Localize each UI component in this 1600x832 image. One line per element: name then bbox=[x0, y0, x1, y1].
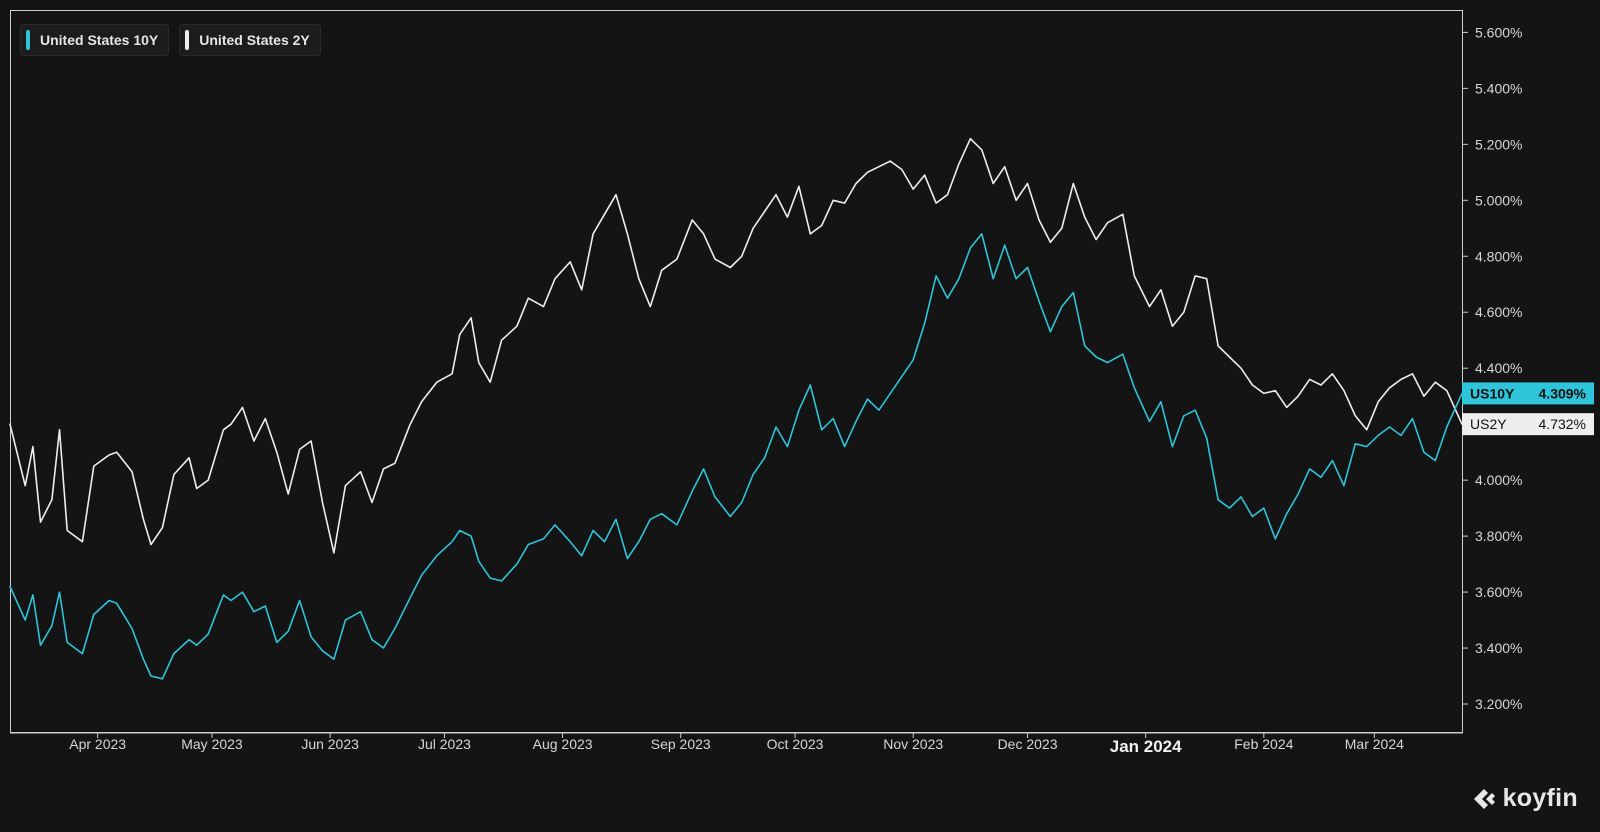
last-value-badge-bg-us2y bbox=[1462, 413, 1594, 436]
x-tick-label-jan-2024: Jan 2024 bbox=[1110, 737, 1182, 756]
y-tick-label-5-600: 5.600% bbox=[1475, 24, 1522, 40]
y-tick-label-4-600: 4.600% bbox=[1475, 304, 1522, 320]
y-tick-label-5-400: 5.400% bbox=[1475, 80, 1522, 96]
series-layer bbox=[9, 137, 1463, 680]
koyfin-logo: koyfin bbox=[1471, 784, 1578, 813]
x-tick-label-nov-2023: Nov 2023 bbox=[883, 736, 943, 752]
legend-item-us2y[interactable]: United States 2Y bbox=[179, 24, 321, 56]
series-line-us2y bbox=[9, 137, 1463, 554]
last-value-badge-us2y: US2Y 4.732% bbox=[1462, 413, 1594, 436]
x-tick-label-apr-2023: Apr 2023 bbox=[69, 736, 126, 752]
x-tick-label-oct-2023: Oct 2023 bbox=[767, 736, 824, 752]
y-tick-label-4-400: 4.400% bbox=[1475, 360, 1522, 376]
x-tick-label-may-2023: May 2023 bbox=[181, 736, 243, 752]
legend-item-us10y[interactable]: United States 10Y bbox=[20, 24, 170, 56]
y-tick-label-4-000: 4.000% bbox=[1475, 472, 1522, 488]
last-value-text-us10y: 4.309% bbox=[1539, 385, 1587, 401]
y-tick-label-3-200: 3.200% bbox=[1475, 696, 1522, 712]
x-tick-label-feb-2024: Feb 2024 bbox=[1234, 736, 1293, 752]
x-axis: Apr 2023 May 2023 Jun 2023 Jul 2023 Aug 2023… bbox=[69, 732, 1404, 756]
y-tick-label-3-600: 3.600% bbox=[1475, 584, 1522, 600]
x-tick-label-mar-2024: Mar 2024 bbox=[1345, 736, 1404, 752]
last-value-short-label-us2y: US2Y bbox=[1470, 416, 1507, 432]
last-value-text-us2y: 4.732% bbox=[1539, 416, 1586, 432]
series-line-us10y bbox=[9, 233, 1463, 680]
last-value-short-label-us10y: US10Y bbox=[1470, 385, 1515, 401]
y-tick-label-3-800: 3.800% bbox=[1475, 528, 1522, 544]
last-value-badge-bg-us10y bbox=[1462, 382, 1594, 405]
last-value-badge-us10y: US10Y 4.309% bbox=[1462, 382, 1594, 405]
legend-swatch-us2y bbox=[185, 30, 190, 50]
last-value-labels: US2Y 4.732% US10Y 4.309% bbox=[1462, 382, 1594, 436]
brand-name: koyfin bbox=[1502, 784, 1578, 812]
x-tick-label-sep-2023: Sep 2023 bbox=[651, 736, 711, 752]
legend-label-us2y: United States 2Y bbox=[199, 32, 310, 48]
y-axis: 3.200%3.400%3.600%3.800%4.000%4.200%4.40… bbox=[1462, 24, 1522, 712]
chart-legend: United States 10Y United States 2Y bbox=[20, 24, 321, 56]
y-tick-label-3-400: 3.400% bbox=[1475, 640, 1522, 656]
x-tick-label-aug-2023: Aug 2023 bbox=[533, 736, 593, 752]
legend-label-us10y: United States 10Y bbox=[40, 32, 159, 48]
y-tick-label-4-800: 4.800% bbox=[1475, 248, 1522, 264]
y-tick-label-5-200: 5.200% bbox=[1475, 136, 1522, 152]
x-tick-label-dec-2023: Dec 2023 bbox=[998, 736, 1058, 752]
y-tick-label-5-000: 5.000% bbox=[1475, 192, 1522, 208]
koyfin-logo-icon bbox=[1473, 788, 1495, 809]
plot-frame bbox=[10, 10, 1463, 733]
x-tick-label-jul-2023: Jul 2023 bbox=[418, 736, 471, 752]
legend-swatch-us10y bbox=[26, 30, 30, 50]
x-tick-label-jun-2023: Jun 2023 bbox=[301, 736, 359, 752]
